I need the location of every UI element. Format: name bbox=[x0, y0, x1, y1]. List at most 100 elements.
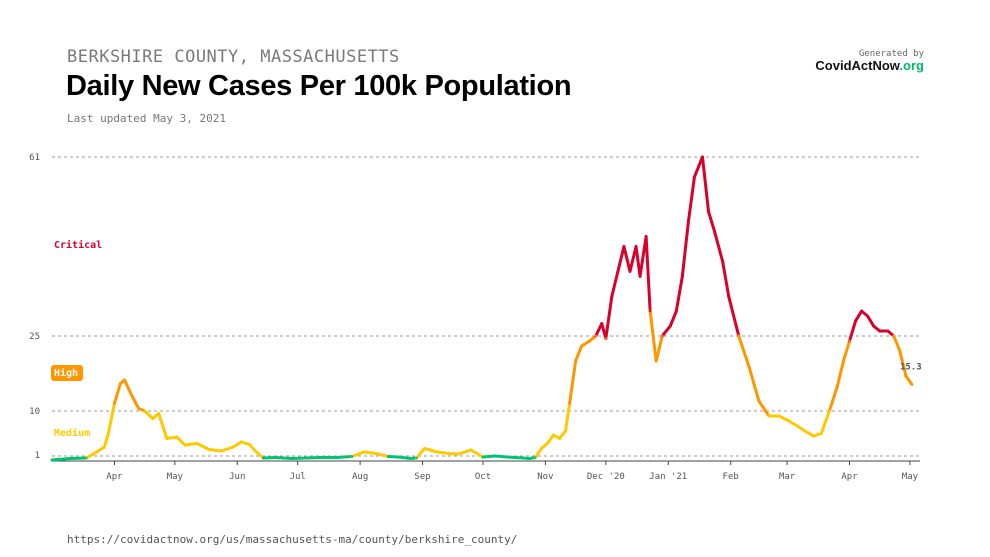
data-point bbox=[409, 457, 412, 460]
data-point bbox=[68, 457, 72, 460]
series-segment bbox=[892, 334, 902, 353]
series-segment bbox=[674, 274, 684, 313]
data-point bbox=[137, 407, 140, 410]
series-segment bbox=[106, 402, 116, 435]
data-point bbox=[481, 455, 485, 459]
series-segment bbox=[757, 399, 771, 418]
series-segment bbox=[207, 448, 223, 453]
series-segment bbox=[594, 322, 604, 338]
x-tick-label: Apr bbox=[841, 472, 858, 482]
series-segment bbox=[568, 359, 578, 405]
x-tick-label: Feb bbox=[723, 472, 739, 482]
data-point bbox=[457, 452, 461, 456]
series-segment bbox=[447, 452, 461, 456]
series-segment bbox=[700, 155, 711, 214]
series-segment bbox=[157, 412, 169, 440]
x-tick-label: May bbox=[902, 472, 919, 482]
data-point bbox=[248, 443, 251, 446]
data-point bbox=[701, 155, 704, 159]
data-point bbox=[469, 448, 473, 452]
series-segment bbox=[648, 309, 658, 363]
data-point bbox=[362, 450, 366, 454]
data-point bbox=[85, 456, 88, 460]
series-segment bbox=[721, 259, 731, 298]
series-segment bbox=[866, 314, 876, 328]
data-point bbox=[580, 344, 583, 348]
data-point bbox=[898, 349, 902, 353]
series-segment bbox=[102, 432, 110, 449]
data-point bbox=[528, 457, 531, 460]
data-point bbox=[727, 295, 730, 298]
series-segment bbox=[713, 230, 725, 263]
data-point bbox=[866, 314, 869, 318]
data-point bbox=[334, 456, 338, 459]
data-point bbox=[675, 309, 678, 313]
series-segment bbox=[827, 384, 839, 413]
data-point bbox=[131, 395, 134, 399]
data-point bbox=[493, 454, 497, 458]
x-tick-label: Aug bbox=[352, 472, 368, 482]
data-point bbox=[103, 445, 106, 449]
series-segment bbox=[777, 414, 791, 423]
data-point bbox=[415, 456, 418, 460]
data-point bbox=[648, 309, 652, 313]
data-point bbox=[777, 414, 781, 418]
series-segment bbox=[362, 450, 378, 455]
data-point bbox=[207, 448, 211, 451]
x-tick-label: Apr bbox=[106, 472, 123, 482]
data-point bbox=[787, 419, 791, 423]
series-segment bbox=[654, 334, 664, 363]
data-point bbox=[842, 359, 845, 363]
data-point bbox=[713, 230, 716, 233]
series-segment bbox=[50, 457, 72, 462]
series-segment bbox=[131, 395, 141, 410]
data-point bbox=[610, 295, 614, 298]
series-segment bbox=[290, 456, 308, 460]
series-segment bbox=[628, 245, 638, 273]
x-tick-label: Sep bbox=[414, 472, 430, 482]
data-point bbox=[661, 334, 664, 338]
data-point bbox=[387, 455, 390, 458]
data-point bbox=[304, 456, 307, 460]
series-segment bbox=[457, 448, 473, 456]
series-segment bbox=[803, 429, 815, 438]
data-point bbox=[232, 445, 235, 449]
data-point bbox=[546, 442, 549, 445]
data-point bbox=[165, 437, 168, 440]
series-segment bbox=[545, 433, 555, 445]
series-segment bbox=[274, 456, 294, 460]
data-point bbox=[350, 455, 354, 458]
zone-label-critical: Critical bbox=[54, 239, 102, 251]
data-point bbox=[644, 235, 648, 238]
series-segment bbox=[415, 447, 427, 460]
data-point bbox=[886, 329, 889, 333]
series-segment bbox=[481, 454, 497, 459]
data-point bbox=[113, 402, 116, 405]
data-point bbox=[872, 324, 875, 328]
series-segment bbox=[686, 175, 696, 224]
series-segment bbox=[795, 424, 807, 433]
data-point bbox=[107, 432, 110, 435]
data-point bbox=[737, 334, 740, 338]
data-point bbox=[892, 334, 896, 338]
data-point bbox=[195, 442, 199, 445]
data-point bbox=[804, 429, 807, 433]
data-point bbox=[240, 440, 243, 444]
series-segment bbox=[175, 435, 187, 447]
data-point bbox=[157, 412, 160, 415]
x-tick-label: Dec '20 bbox=[587, 472, 625, 482]
brand-logo[interactable]: CovidActNow.org bbox=[815, 58, 924, 73]
data-point bbox=[767, 414, 771, 418]
data-point bbox=[836, 384, 839, 388]
brand-name: CovidActNow bbox=[815, 58, 900, 73]
last-updated: Last updated May 3, 2021 bbox=[67, 112, 226, 125]
data-point bbox=[522, 456, 525, 460]
data-point bbox=[634, 245, 638, 248]
data-point bbox=[514, 456, 517, 459]
data-point bbox=[860, 309, 863, 313]
data-point bbox=[878, 329, 881, 333]
series-segment bbox=[680, 220, 690, 278]
x-tick-label: Jan '21 bbox=[649, 472, 687, 482]
series-segment bbox=[854, 309, 864, 323]
source-url[interactable]: https://covidactnow.org/us/massachusetts… bbox=[67, 533, 518, 546]
